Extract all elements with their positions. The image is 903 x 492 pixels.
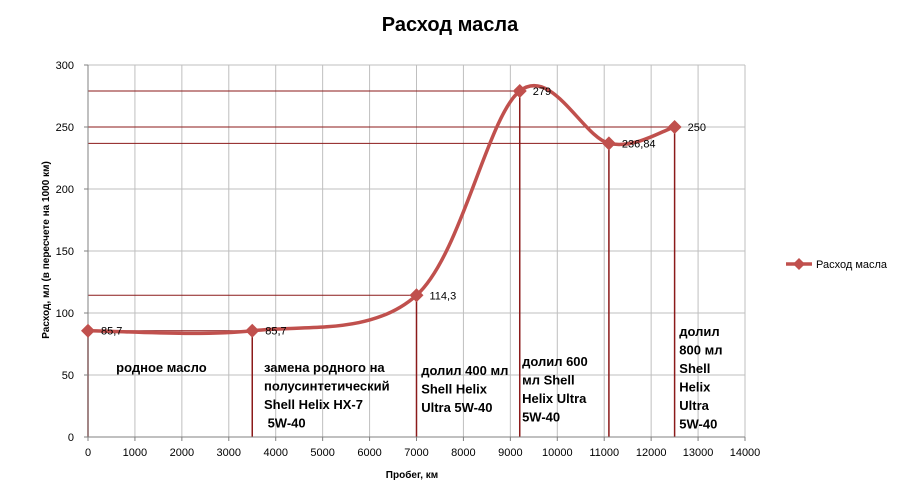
x-tick-label: 3000: [217, 447, 241, 459]
annotation-line: мл Shell: [522, 373, 575, 388]
annotation: долил 800 мл Shell Helix Ultra 5W-40: [679, 324, 722, 432]
annotation-line: долил 400 мл: [421, 363, 508, 378]
x-tick-label: 11000: [589, 447, 619, 459]
annotation-line: замена родного на: [264, 360, 385, 375]
axes: 0 1000 2000 3000 4000 5000 6000 7000 8000 9000 100…: [56, 60, 761, 459]
y-tick-label: 300: [56, 60, 74, 72]
annotation-line: долил 600: [522, 354, 588, 369]
y-tick-label: 250: [56, 122, 74, 134]
annotation-line: долил: [679, 324, 719, 339]
x-tick-label: 7000: [404, 447, 428, 459]
data-point-marker: [81, 323, 95, 338]
annotation-line: Shell: [679, 361, 710, 376]
data-point-marker: [601, 136, 616, 151]
y-tick-label: 200: [56, 184, 74, 196]
annotation-line: 800 мл: [679, 343, 722, 358]
x-tick-label: 6000: [357, 447, 381, 459]
data-point-marker: [512, 84, 527, 99]
y-tick-label: 150: [56, 246, 74, 258]
annotations: родное масло замена родного на полусинтети…: [116, 324, 722, 432]
annotation-line: Shell Helix HX-7: [264, 397, 363, 412]
annotation-line: полусинтетический: [264, 379, 390, 394]
annotation-line: 5W-40: [679, 417, 717, 432]
data-labels: 85,7 85,7 114,3 279 236,84 250: [101, 86, 706, 338]
annotation: родное масло: [116, 360, 207, 375]
annotation-line: родное масло: [116, 360, 207, 375]
x-tick-label: 5000: [310, 447, 334, 459]
x-tick-label: 2000: [170, 447, 194, 459]
data-point-marker: [245, 323, 260, 338]
data-point-marker: [667, 120, 682, 134]
y-axis-label: Расход, мл (в пересчете на 1000 км): [41, 161, 52, 339]
x-tick-label: 9000: [498, 447, 522, 459]
annotation: долил 600 мл Shell Helix Ultra 5W-40: [522, 354, 588, 425]
x-tick-label: 1000: [123, 447, 147, 459]
chart-title: Расход масла: [382, 14, 519, 36]
annotation-line: Shell Helix: [421, 382, 488, 397]
data-label: 85,7: [265, 326, 286, 338]
data-label: 250: [688, 122, 706, 134]
annotation: замена родного на полусинтетический Shell …: [264, 360, 390, 431]
data-label: 236,84: [622, 138, 656, 150]
annotation-line: Helix: [679, 380, 711, 395]
x-tick-label: 0: [85, 447, 91, 459]
x-tick-label: 14000: [730, 447, 761, 459]
annotation: долил 400 мл Shell Helix Ultra 5W-40: [421, 363, 508, 415]
x-axis-label: Пробег, км: [386, 469, 438, 481]
series-line: [87, 83, 676, 336]
annotation-line: Ultra 5W-40: [421, 400, 492, 415]
x-tick-label: 4000: [263, 447, 287, 459]
data-label: 85,7: [101, 326, 122, 338]
y-tick-label: 0: [68, 432, 74, 444]
legend: Расход масла: [786, 258, 888, 271]
annotation-line: Ultra: [679, 398, 709, 413]
annotation-line: 5W-40: [264, 416, 306, 431]
y-tick-label: 50: [62, 370, 74, 382]
series: [81, 83, 682, 338]
data-point-marker: [409, 288, 424, 303]
y-tick-label: 100: [56, 308, 74, 320]
x-tick-label: 12000: [636, 447, 667, 459]
annotation-line: 5W-40: [522, 410, 560, 425]
legend-label: Расход масла: [816, 259, 888, 271]
legend-marker: [793, 258, 805, 270]
x-tick-label: 10000: [542, 447, 573, 459]
x-tick-label: 8000: [451, 447, 475, 459]
annotation-line: Helix Ultra: [522, 391, 587, 406]
data-label: 279: [533, 86, 551, 98]
x-tick-label: 13000: [683, 447, 714, 459]
data-label: 114,3: [430, 290, 457, 302]
